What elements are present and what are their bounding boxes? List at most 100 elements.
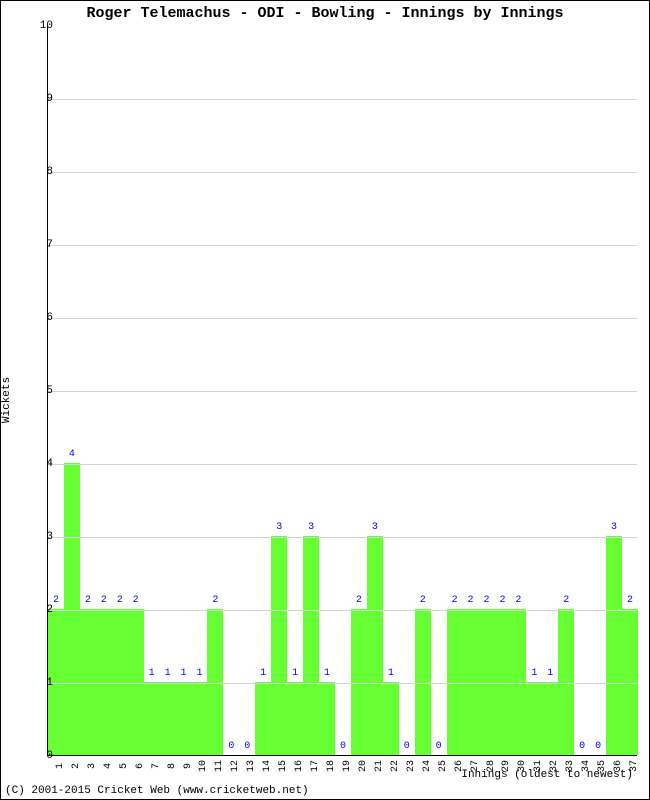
bar-value-label: 1 <box>319 668 335 679</box>
x-tick-label: 23 <box>406 758 417 774</box>
bar: 1 <box>383 682 399 755</box>
x-tick-label: 4 <box>103 758 114 774</box>
chart-container: Roger Telemachus - ODI - Bowling - Innin… <box>0 0 650 800</box>
bar-value-label: 2 <box>112 595 128 606</box>
x-tick-label: 16 <box>294 758 305 774</box>
bar: 1 <box>144 682 160 755</box>
x-tick-label: 3 <box>87 758 98 774</box>
bar: 2 <box>415 609 431 755</box>
x-tick-label: 9 <box>183 758 194 774</box>
bar-value-label: 2 <box>207 595 223 606</box>
bar: 1 <box>192 682 208 755</box>
bar-value-label: 2 <box>510 595 526 606</box>
x-tick-label: 25 <box>438 758 449 774</box>
gridline-h <box>48 537 637 538</box>
bar: 1 <box>319 682 335 755</box>
x-tick-label: 22 <box>390 758 401 774</box>
bar-value-label: 1 <box>255 668 271 679</box>
y-tick-label: 4 <box>13 458 53 470</box>
x-tick-label: 30 <box>517 758 528 774</box>
bar-value-label: 2 <box>415 595 431 606</box>
bar-value-label: 3 <box>303 522 319 533</box>
y-tick-label: 8 <box>13 166 53 178</box>
bar: 1 <box>287 682 303 755</box>
bar-value-label: 3 <box>367 522 383 533</box>
bar-value-label: 2 <box>494 595 510 606</box>
bar: 2 <box>112 609 128 755</box>
x-tick-label: 19 <box>342 758 353 774</box>
x-tick-label: 14 <box>262 758 273 774</box>
bar-value-label: 2 <box>622 595 638 606</box>
chart-title: Roger Telemachus - ODI - Bowling - Innin… <box>1 5 649 22</box>
bar: 2 <box>447 609 463 755</box>
x-tick-label: 26 <box>454 758 465 774</box>
bar: 2 <box>558 609 574 755</box>
x-tick-label: 34 <box>581 758 592 774</box>
gridline-h <box>48 610 637 611</box>
bar-value-label: 2 <box>558 595 574 606</box>
x-tick-label: 32 <box>549 758 560 774</box>
bar-value-label: 2 <box>479 595 495 606</box>
x-tick-label: 13 <box>246 758 257 774</box>
y-tick-label: 0 <box>13 750 53 762</box>
bar-value-label: 0 <box>431 741 447 752</box>
x-tick-label: 2 <box>71 758 82 774</box>
x-tick-label: 12 <box>230 758 241 774</box>
y-tick-label: 3 <box>13 531 53 543</box>
bar-value-label: 1 <box>383 668 399 679</box>
bar-value-label: 2 <box>447 595 463 606</box>
bar-value-label: 2 <box>96 595 112 606</box>
bar: 3 <box>606 536 622 755</box>
gridline-h <box>48 245 637 246</box>
x-tick-label: 8 <box>167 758 178 774</box>
y-tick-label: 9 <box>13 93 53 105</box>
bar-value-label: 1 <box>144 668 160 679</box>
bar: 2 <box>510 609 526 755</box>
bar-value-label: 1 <box>542 668 558 679</box>
bar: 2 <box>80 609 96 755</box>
bar-value-label: 0 <box>574 741 590 752</box>
bar: 2 <box>96 609 112 755</box>
bar: 2 <box>128 609 144 755</box>
x-tick-label: 28 <box>486 758 497 774</box>
x-tick-label: 17 <box>310 758 321 774</box>
gridline-h <box>48 172 637 173</box>
copyright-text: (C) 2001-2015 Cricket Web (www.cricketwe… <box>5 785 309 797</box>
bar-value-label: 2 <box>351 595 367 606</box>
bar: 1 <box>255 682 271 755</box>
bar: 1 <box>526 682 542 755</box>
bar: 3 <box>303 536 319 755</box>
bar-value-label: 1 <box>192 668 208 679</box>
bar-value-label: 2 <box>128 595 144 606</box>
bar-value-label: 1 <box>176 668 192 679</box>
x-tick-label: 7 <box>151 758 162 774</box>
x-tick-label: 37 <box>629 758 640 774</box>
bar: 2 <box>479 609 495 755</box>
bar: 4 <box>64 463 80 755</box>
bar: 2 <box>494 609 510 755</box>
x-tick-label: 24 <box>422 758 433 774</box>
x-tick-label: 29 <box>501 758 512 774</box>
bar: 3 <box>367 536 383 755</box>
bar: 2 <box>463 609 479 755</box>
bar-value-label: 4 <box>64 449 80 460</box>
x-tick-label: 18 <box>326 758 337 774</box>
x-tick-label: 21 <box>374 758 385 774</box>
x-tick-label: 11 <box>214 758 225 774</box>
gridline-h <box>48 391 637 392</box>
y-axis-label: Wickets <box>1 377 13 423</box>
bar: 2 <box>351 609 367 755</box>
plot-area: 2422221111200131310231020222221120032 <box>47 26 637 756</box>
x-tick-label: 27 <box>470 758 481 774</box>
bar-value-label: 0 <box>223 741 239 752</box>
x-tick-label: 20 <box>358 758 369 774</box>
y-tick-label: 10 <box>13 20 53 32</box>
bar-value-label: 0 <box>590 741 606 752</box>
x-tick-label: 10 <box>198 758 209 774</box>
bar: 3 <box>271 536 287 755</box>
x-tick-label: 35 <box>597 758 608 774</box>
bar-value-label: 1 <box>160 668 176 679</box>
bar: 1 <box>160 682 176 755</box>
bar-value-label: 3 <box>271 522 287 533</box>
x-tick-label: 1 <box>55 758 66 774</box>
